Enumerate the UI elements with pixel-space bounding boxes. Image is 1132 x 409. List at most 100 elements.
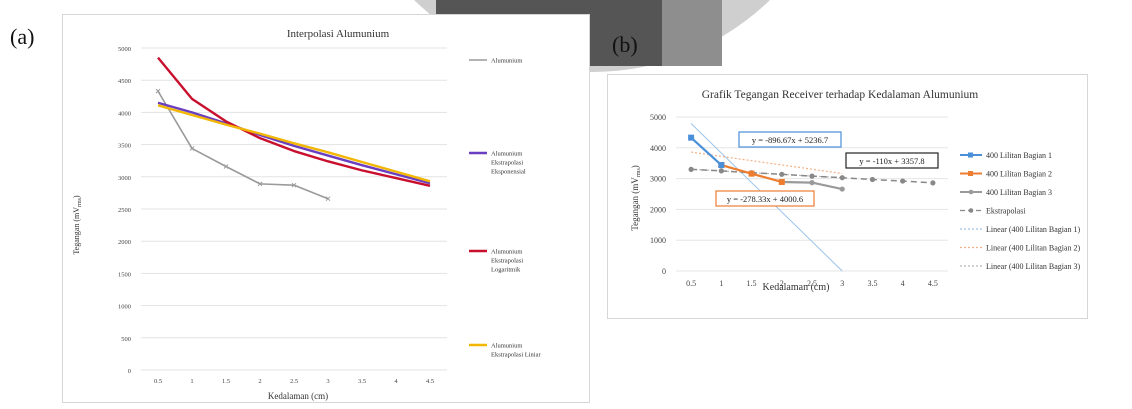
- chart-b-y-tick-label: 1000: [650, 236, 666, 245]
- chart-b-y-tick-label: 5000: [650, 113, 666, 122]
- chart-a-y-axis-label-sub: rms: [77, 197, 83, 207]
- chart-a-data-point: [155, 88, 161, 94]
- chart-a-y-tick-label: 500: [121, 336, 131, 343]
- chart-a-x-tick-label: 2: [258, 378, 261, 385]
- chart-b: Grafik Tegangan Receiver terhadap Kedala…: [630, 89, 1081, 293]
- chart-b-legend-marker: [968, 208, 974, 213]
- chart-a-legend-label: Alumunium Ekstrapolasi Liniar: [491, 343, 541, 359]
- chart-b-legend-marker: [968, 189, 974, 195]
- chart-a-legend-label-line: Alumunium: [491, 151, 522, 158]
- chart-a-series-line: [157, 104, 431, 183]
- chart-a-y-tick-label: 3000: [118, 175, 131, 182]
- chart-a-data-point: [325, 196, 331, 202]
- chart-a-y-axis-label: Tegangan (mVrms): [72, 195, 83, 255]
- chart-b-x-tick-label: 3.5: [867, 279, 877, 288]
- chart-b-legend-label: Linear (400 Lilitan Bagian 3): [986, 262, 1081, 271]
- chart-a-x-tick-label: 3: [326, 378, 329, 385]
- chart-b-x-tick-label: 1.5: [747, 279, 757, 288]
- chart-a-y-tick-label: 1500: [118, 271, 131, 278]
- chart-a-legend-label: Alumunium Ekstrapolasi Eksponensial: [491, 151, 526, 176]
- chart-b-legend-marker: [968, 152, 973, 158]
- panel-a-label: (a): [10, 24, 35, 49]
- chart-a-legend-label: Alumunium Ekstrapolasi Logaritmik: [491, 249, 523, 274]
- chart-a-legend-label-line: Alumunium: [491, 249, 522, 256]
- chart-b-y-axis-label: Tegangan (mVrms): [630, 165, 642, 231]
- chart-a-legend-label-line: Alumunium: [491, 343, 522, 350]
- chart-a-y-tick-label: 0: [128, 368, 131, 375]
- chart-b-legend-label: Ekstrapolasi: [986, 207, 1026, 216]
- chart-a-x-tick-label: 3.5: [358, 378, 366, 385]
- chart-b-legend-label: 400 Lilitan Bagian 1: [986, 151, 1052, 160]
- chart-b-legend-label: 400 Lilitan Bagian 3: [986, 188, 1052, 197]
- chart-b-data-point: [779, 171, 785, 177]
- chart-b-equation-box: [738, 131, 842, 148]
- chart-b-x-tick-label: 1: [719, 279, 723, 288]
- chart-b-equation-box: [715, 190, 815, 207]
- chart-b-data-point: [839, 186, 845, 192]
- chart-b-data-point: [748, 170, 755, 177]
- chart-b-legend-label: Linear (400 Lilitan Bagian 1): [986, 225, 1081, 234]
- chart-b-y-axis-label-end: ): [630, 165, 640, 168]
- chart-a-data-point: [223, 164, 229, 169]
- chart-a-y-axis-label-end: ): [72, 195, 81, 198]
- chart-b-data-point: [869, 176, 876, 183]
- chart-b-legend-marker: [968, 171, 973, 176]
- chart-a-y-tick-label: 2000: [118, 239, 131, 246]
- chart-b-data-point: [718, 168, 724, 174]
- chart-b-title: Grafik Tegangan Receiver terhadap Kedala…: [702, 89, 979, 101]
- chart-a-series-line: [157, 90, 329, 200]
- chart-a-data-point: [257, 181, 263, 187]
- chart-b-legend-label: Linear (400 Lilitan Bagian 2): [986, 244, 1081, 253]
- chart-b-data-point: [809, 173, 815, 179]
- chart-b-data-point: [839, 175, 845, 181]
- chart-b-x-tick-label: 2.5: [807, 279, 817, 288]
- chart-b-y-tick-label: 0: [662, 267, 666, 276]
- chart-a-legend-label-line: Ekstrapolasi Liniar: [491, 352, 541, 359]
- chart-a-y-tick-label: 1000: [118, 304, 131, 311]
- chart-b-data-point: [930, 180, 936, 186]
- chart-a-legend-label-line: Alumunium: [491, 58, 522, 65]
- chart-b-equation-label: y = -110x + 3357.8: [859, 156, 924, 166]
- chart-b-y-axis-label-main: Tegangan (mV: [630, 177, 640, 231]
- chart-b-x-tick-label: 4: [901, 279, 905, 288]
- chart-b-legend-label: 400 Lilitan Bagian 2: [986, 170, 1052, 179]
- chart-b-x-tick-label: 0.5: [686, 279, 696, 288]
- chart-a-x-axis-label: Kedalaman (cm): [268, 391, 328, 401]
- panel-b-label: (b): [612, 32, 638, 57]
- chart-b-equation-label: y = -278.33x + 4000.6: [727, 194, 803, 204]
- chart-a-x-tick-label: 4.5: [426, 378, 434, 385]
- chart-a-title: Interpolasi Alumunium: [287, 28, 390, 40]
- chart-a-legend: Alumunium Alumunium Ekstrapolasi Eksponensi…: [469, 58, 541, 359]
- chart-b-y-ticks: 0 1000 2000 3000 4000 5000: [650, 113, 666, 276]
- chart-b-series-line: [690, 136, 723, 166]
- chart-b-y-tick-label: 2000: [650, 205, 666, 214]
- background-mid-band: [662, 0, 722, 66]
- chart-b-equation-box: [845, 152, 939, 169]
- chart-a-legend-label-line: Ekstrapolasi: [491, 258, 523, 265]
- chart-a-y-tick-label: 3500: [118, 143, 131, 150]
- chart-a-y-tick-label: 4000: [118, 110, 131, 117]
- chart-b-x-tick-label: 3: [840, 279, 844, 288]
- chart-b-data-point: [688, 134, 695, 141]
- chart-b-data-point: [718, 162, 725, 169]
- chart-a-legend-label-line: Logaritmik: [491, 267, 521, 274]
- chart-b-y-axis-label-sub: rms: [636, 168, 642, 178]
- chart-a-y-tick-label: 4500: [118, 78, 131, 85]
- chart-b-data-point: [688, 166, 694, 172]
- chart-a-y-axis-label-main: Tegangan (mV: [72, 207, 81, 255]
- chart-a-x-tick-label: 4: [394, 378, 398, 385]
- chart-b-y-tick-label: 3000: [650, 175, 666, 184]
- chart-b-y-tick-label: 4000: [650, 144, 666, 153]
- chart-a-x-tick-label: 1.5: [222, 378, 230, 385]
- chart-b-frame: Grafik Tegangan Receiver terhadap Kedala…: [607, 74, 1088, 319]
- chart-a-x-ticks: 0.5 1 1.5 2 2.5 3 3.5 4 4.5: [154, 378, 434, 385]
- chart-a-legend-label: Alumunium: [491, 58, 522, 65]
- chart-b-equation-boxes: y = -896.67x + 5236.7 y = -110x + 3357.8 y…: [715, 131, 939, 207]
- chart-b-x-tick-label: 2: [780, 279, 784, 288]
- chart-a-x-tick-label: 0.5: [154, 378, 162, 385]
- chart-a-y-ticks: 0 500 1000 1500 2000 2500 3000 3500 4000 4500 5000: [118, 46, 131, 375]
- chart-a-series-line: [157, 56, 431, 187]
- chart-a-data-point: [189, 146, 195, 151]
- chart-a: Interpolasi Alumunium 050010001500200025…: [72, 28, 541, 401]
- chart-a-series: [155, 56, 431, 202]
